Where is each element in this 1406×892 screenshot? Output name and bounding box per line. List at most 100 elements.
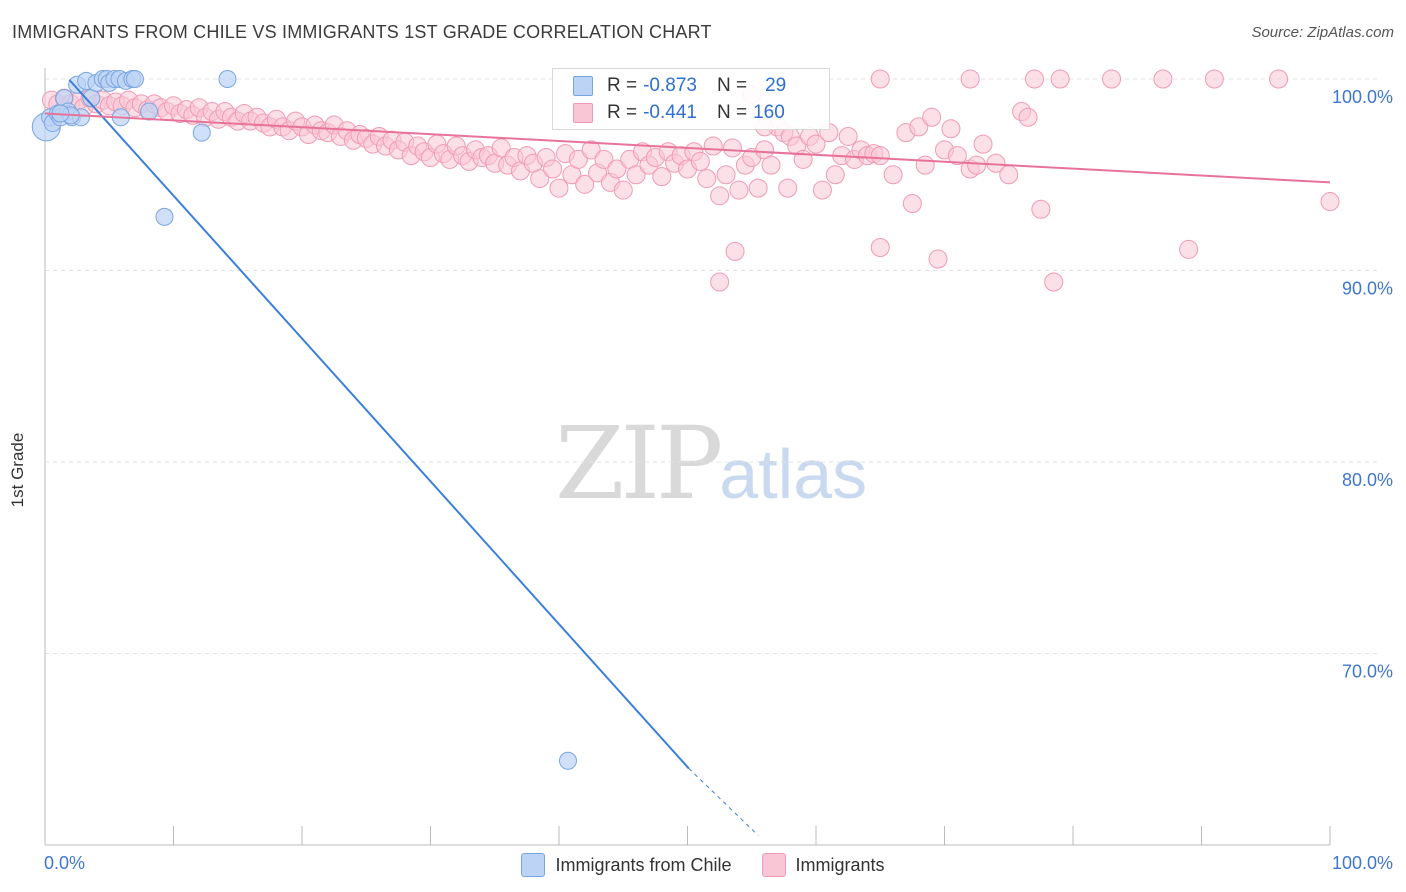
n-value-chile: 29	[765, 75, 787, 96]
legend-swatch-chile	[573, 76, 593, 96]
data-point-immigrants	[652, 167, 672, 187]
data-point-immigrants	[729, 180, 749, 200]
source-label: Source: ZipAtlas.com	[1251, 24, 1394, 41]
data-point-immigrants	[594, 149, 614, 169]
data-point-chile	[140, 102, 159, 121]
data-point-immigrants	[761, 155, 781, 175]
data-point-immigrants	[806, 134, 826, 154]
data-point-immigrants	[838, 126, 858, 146]
data-point-immigrants	[703, 136, 723, 156]
data-point-immigrants	[1050, 69, 1070, 89]
trendline-immigrants	[44, 112, 1331, 184]
data-point-immigrants	[1102, 69, 1122, 89]
data-point-immigrants	[1024, 69, 1044, 89]
legend-item-immigrants[interactable]: Immigrants	[761, 853, 885, 877]
chart-title: IMMIGRANTS FROM CHILE VS IMMIGRANTS 1ST …	[12, 22, 712, 42]
data-point-immigrants	[575, 174, 595, 194]
y-tick-label: 70.0%	[1342, 662, 1393, 682]
watermark-zip: ZIP	[555, 405, 723, 522]
data-point-immigrants	[543, 159, 563, 179]
r-label: R =	[607, 102, 638, 123]
data-point-immigrants	[825, 165, 845, 185]
legend-item-chile[interactable]: Immigrants from Chile	[521, 853, 732, 877]
data-point-immigrants	[870, 146, 890, 166]
legend-label-chile: Immigrants from Chile	[555, 854, 732, 875]
series-legend: Immigrants from Chile Immigrants	[0, 852, 1406, 878]
data-point-immigrants	[710, 186, 730, 206]
data-point-chile	[125, 70, 144, 88]
n-label: N =	[716, 75, 748, 96]
data-point-immigrants	[581, 140, 601, 160]
trendline-chile	[68, 79, 690, 770]
r-value-immigrants: -0.441	[643, 102, 697, 123]
data-point-immigrants	[999, 165, 1019, 185]
legend-row-immigrants: R = -0.441 N = 160	[573, 100, 785, 126]
data-point-immigrants	[1044, 272, 1064, 292]
data-point-immigrants	[883, 165, 903, 185]
data-point-immigrants	[568, 149, 588, 169]
data-point-immigrants	[549, 178, 569, 198]
data-point-chile	[218, 70, 237, 88]
data-point-immigrants	[947, 146, 967, 166]
data-point-immigrants	[915, 155, 935, 175]
data-point-immigrants	[1204, 69, 1224, 89]
grid-lines	[45, 78, 1380, 654]
y-tick-label: 90.0%	[1342, 279, 1393, 299]
data-point-immigrants	[626, 165, 646, 185]
stats-legend: R = -0.873 N = 29 R = -0.441 N = 160	[552, 68, 830, 130]
watermark-atlas: atlas	[719, 435, 868, 513]
data-point-immigrants	[1153, 69, 1173, 89]
data-point-immigrants	[725, 241, 745, 261]
legend-swatch-immigrants	[573, 103, 593, 123]
data-point-immigrants	[967, 155, 987, 175]
legend-row-chile: R = -0.873 N = 29	[573, 73, 786, 99]
data-point-immigrants	[928, 249, 948, 269]
data-point-chile	[192, 123, 211, 142]
data-point-chile	[155, 207, 174, 226]
data-point-immigrants	[812, 180, 832, 200]
axes	[44, 68, 1331, 846]
y-tick-label: 80.0%	[1342, 470, 1393, 490]
n-value-immigrants: 160	[753, 102, 785, 123]
data-point-immigrants	[697, 169, 717, 189]
x-tick-label: 0.0%	[44, 853, 85, 873]
chile-points	[31, 70, 577, 770]
trend-lines	[44, 79, 1331, 836]
data-point-immigrants	[973, 134, 993, 154]
data-point-immigrants	[530, 169, 550, 189]
legend-swatch-chile	[521, 853, 546, 877]
data-point-immigrants	[778, 178, 798, 198]
data-point-immigrants	[690, 151, 710, 171]
n-label: N =	[716, 102, 748, 123]
data-point-immigrants	[710, 272, 730, 292]
data-point-immigrants	[870, 69, 890, 89]
data-point-immigrants	[922, 107, 942, 127]
data-point-immigrants	[613, 180, 633, 200]
immigrants-points	[41, 69, 1340, 292]
data-point-chile	[558, 751, 577, 770]
data-point-immigrants	[902, 193, 922, 213]
data-point-immigrants	[1269, 69, 1289, 89]
legend-swatch-immigrants	[761, 853, 786, 877]
y-tick-label: 100.0%	[1332, 87, 1393, 107]
r-label: R =	[607, 75, 638, 96]
data-point-immigrants	[909, 117, 929, 137]
data-point-immigrants	[1018, 107, 1038, 127]
watermark: ZIPatlas	[555, 405, 867, 522]
legend-label-immigrants: Immigrants	[795, 854, 885, 875]
data-point-immigrants	[748, 178, 768, 198]
tick-labels: 100.0% 90.0% 80.0% 70.0% 0.0% 100.0%	[44, 87, 1393, 873]
r-value-chile: -0.873	[643, 75, 697, 96]
data-point-immigrants	[941, 119, 961, 139]
data-point-immigrants	[960, 69, 980, 89]
data-point-immigrants	[607, 159, 627, 179]
data-point-immigrants	[1179, 239, 1199, 259]
data-point-immigrants	[870, 238, 890, 258]
data-point-immigrants	[716, 165, 736, 185]
x-tick-label: 100.0%	[1332, 853, 1393, 873]
data-point-immigrants	[1320, 192, 1340, 212]
data-point-immigrants	[722, 138, 742, 158]
trendline-chile-extension	[688, 768, 759, 836]
data-point-immigrants	[1031, 199, 1051, 219]
